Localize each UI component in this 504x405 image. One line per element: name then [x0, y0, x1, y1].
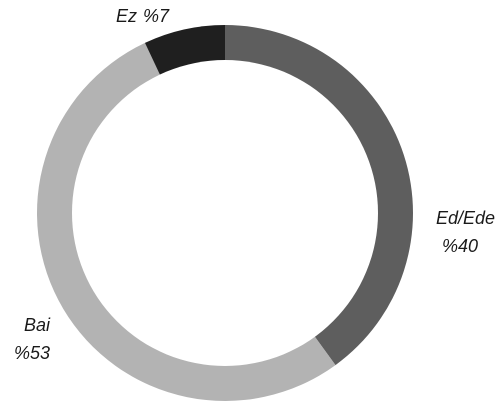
- slice-percent-ez: %7: [143, 6, 170, 26]
- donut-hole: [72, 60, 378, 366]
- slice-label-ed-ede: Ed/Ede: [436, 208, 495, 228]
- slice-percent-ed-ede: %40: [442, 236, 478, 256]
- slice-percent-bai: %53: [14, 343, 50, 363]
- slice-label-bai: Bai: [24, 315, 51, 335]
- slice-label-ez: Ez %7: [116, 6, 170, 26]
- slice-label-ez-name: Ez: [116, 6, 137, 26]
